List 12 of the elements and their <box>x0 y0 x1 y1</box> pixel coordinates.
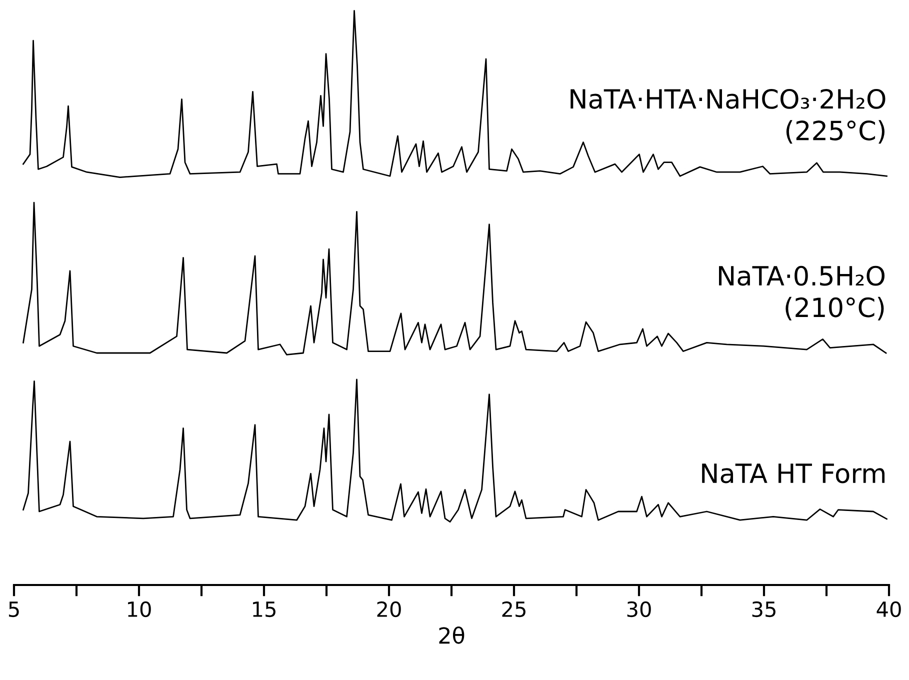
x-tick-label: 30 <box>627 601 651 618</box>
x-tick-label: 35 <box>752 601 776 618</box>
x-tick-label: 25 <box>502 601 526 618</box>
x-tick-label: 15 <box>253 602 276 618</box>
series-label: NaTA HT Form <box>702 464 885 484</box>
x-axis-title: 2θ <box>439 626 464 644</box>
x-tick-label: 5 <box>8 602 19 618</box>
x-tick-label: 20 <box>377 601 401 618</box>
series-label: NaTA·0.5H₂O (210°C) <box>719 266 885 320</box>
series-label: NaTA·HTA·NaHCO₃·2H₂O (225°C) <box>570 88 886 144</box>
x-tick-label: 40 <box>876 601 901 618</box>
x-tick-label: 10 <box>128 601 151 618</box>
